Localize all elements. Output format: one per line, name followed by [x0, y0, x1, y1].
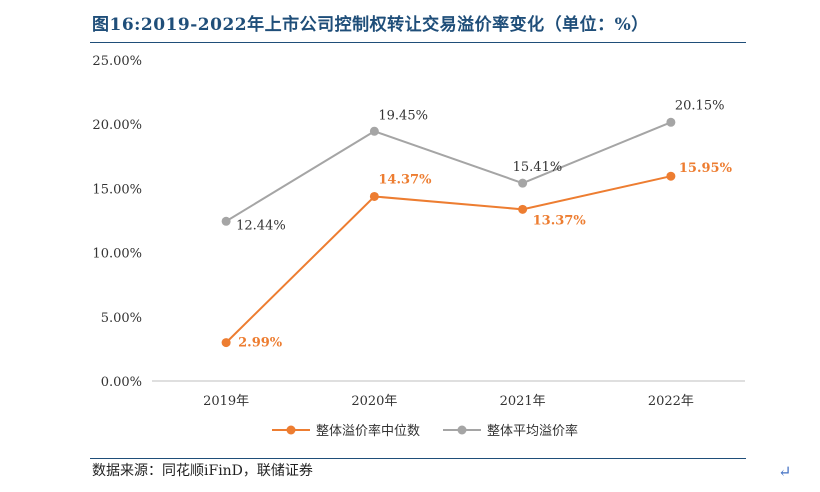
title-divider [90, 42, 746, 43]
x-tick-label: 2021年 [500, 394, 546, 409]
series-line-1 [225, 175, 672, 344]
legend-marker-2 [457, 425, 467, 435]
y-tick-label: 25.00% [92, 54, 142, 69]
y-tick-label: 20.00% [92, 118, 142, 133]
data-label: 20.15% [675, 98, 725, 113]
source-note: 数据来源：同花顺iFinD，联储证券 [92, 463, 313, 479]
x-tick-label: 2022年 [648, 394, 694, 409]
legend-label-2: 整体平均溢价率 [487, 423, 578, 439]
x-tick-label: 2019年 [203, 394, 249, 409]
data-label: 14.37% [378, 172, 432, 187]
y-tick-label: 15.00% [92, 182, 142, 197]
data-label: 19.45% [378, 108, 428, 123]
data-label: 15.95% [679, 161, 733, 176]
chart-title: 图16:2019-2022年上市公司控制权转让交易溢价率变化（单位：%） [92, 15, 649, 35]
data-point [666, 171, 676, 181]
data-label: 13.37% [533, 213, 587, 228]
data-point [221, 338, 231, 348]
legend-label-1: 整体溢价率中位数 [316, 423, 420, 439]
data-point [666, 117, 676, 127]
data-label: 15.41% [513, 160, 563, 175]
y-tick-label: 5.00% [101, 311, 142, 326]
return-arrow-icon: ↵ [778, 462, 792, 481]
data-point [518, 178, 528, 188]
source-divider [90, 458, 746, 459]
series-line-2 [225, 121, 672, 223]
data-point [369, 191, 379, 201]
data-point [518, 204, 528, 214]
y-tick-label: 10.00% [92, 247, 142, 262]
x-tick-label: 2020年 [351, 394, 397, 409]
data-label: 2.99% [238, 336, 283, 351]
data-point [221, 216, 231, 226]
data-label: 12.44% [236, 218, 286, 233]
data-point [369, 126, 379, 136]
legend-marker-1 [286, 425, 296, 435]
y-tick-label: 0.00% [101, 375, 142, 390]
